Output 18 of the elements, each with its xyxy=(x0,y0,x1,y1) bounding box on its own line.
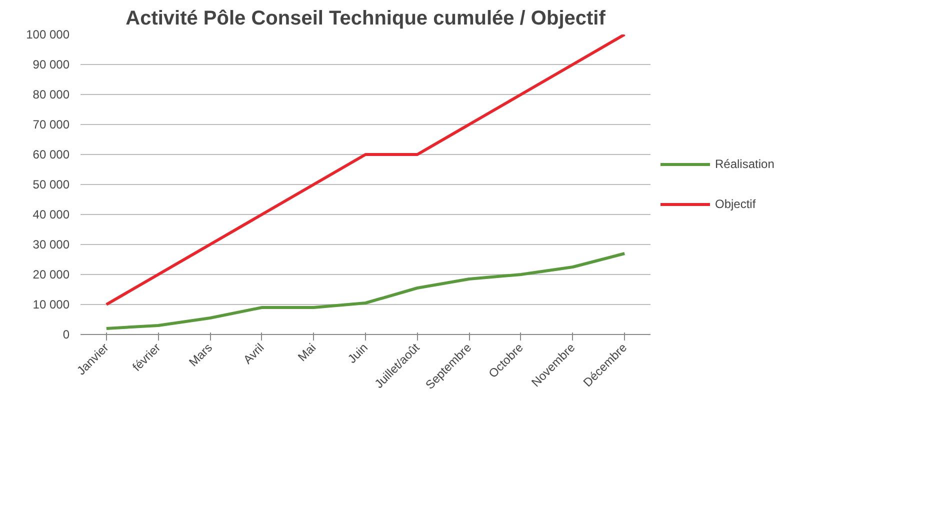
y-tick-label: 20 000 xyxy=(32,268,70,282)
y-tick-label: 90 000 xyxy=(32,58,70,72)
y-tick-label: 10 000 xyxy=(32,298,70,312)
y-tick-label: 0 xyxy=(62,328,70,342)
y-tick-label: 70 000 xyxy=(32,118,70,132)
chart-title: Activité Pôle Conseil Technique cumulée / Objectif xyxy=(126,8,606,30)
y-tick-label: 40 000 xyxy=(32,208,70,222)
line-series xyxy=(104,252,626,330)
line-series xyxy=(104,34,626,306)
y-tick-label: 80 000 xyxy=(32,88,70,102)
legend-label: Objectif xyxy=(715,197,756,211)
x-tick-label: Juin xyxy=(344,340,370,366)
y-tick-label: 50 000 xyxy=(32,178,70,192)
y-tick-label: 60 000 xyxy=(32,148,70,162)
x-tick-label: Mai xyxy=(295,340,319,364)
y-tick-label: 100 000 xyxy=(26,28,70,42)
legend-label: Réalisation xyxy=(715,157,774,171)
y-tick-label: 30 000 xyxy=(32,238,70,252)
